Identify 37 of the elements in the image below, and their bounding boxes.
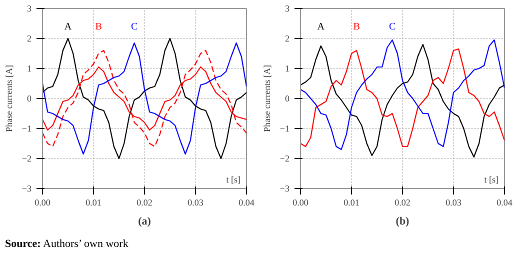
x-axis-title: t [s] — [226, 174, 241, 184]
y-tick-label: −1 — [22, 124, 32, 134]
x-tick-label: 0.03 — [188, 198, 204, 208]
x-tick-label: 0.02 — [394, 198, 410, 208]
x-tick-label: 0.00 — [34, 198, 51, 208]
x-tick-label: 0.01 — [344, 198, 360, 208]
series-label: C — [388, 22, 396, 32]
series-label: A — [317, 22, 326, 32]
x-axis-title: t [s] — [484, 174, 499, 184]
y-tick-label: 1 — [285, 64, 290, 74]
y-axis-title: Phase currents [A] — [4, 65, 14, 132]
x-tick-label: 0.04 — [238, 198, 255, 208]
x-tick-label: 0.02 — [136, 198, 152, 208]
text: B — [95, 22, 102, 32]
y-tick-label: 3 — [285, 4, 290, 14]
text: (a) — [138, 216, 152, 228]
y-tick-label: −3 — [22, 184, 32, 194]
y-tick-label: 2 — [27, 34, 32, 44]
y-tick-label: −1 — [280, 124, 290, 134]
y-tick-label: 1 — [27, 64, 32, 74]
series-label: C — [130, 22, 138, 32]
y-tick-label: 0 — [285, 94, 290, 104]
y-tick-label: −3 — [280, 184, 290, 194]
x-tick-label: 0.04 — [496, 198, 513, 208]
y-tick-label: −2 — [22, 154, 32, 164]
y-tick-label: 2 — [285, 34, 290, 44]
series-label: A — [64, 22, 72, 32]
series-label: B — [353, 22, 360, 32]
y-tick-label: 0 — [27, 94, 32, 104]
x-tick-label: 0.00 — [292, 198, 309, 208]
y-tick-label: 3 — [27, 4, 32, 14]
text: (b) — [396, 216, 410, 228]
y-axis-title: Phase currents [A] — [262, 65, 272, 132]
x-tick-label: 0.01 — [86, 198, 102, 208]
source-note: Source: Authors’ own work — [5, 237, 128, 252]
y-tick-label: −2 — [280, 154, 290, 164]
x-tick-label: 0.03 — [446, 198, 462, 208]
